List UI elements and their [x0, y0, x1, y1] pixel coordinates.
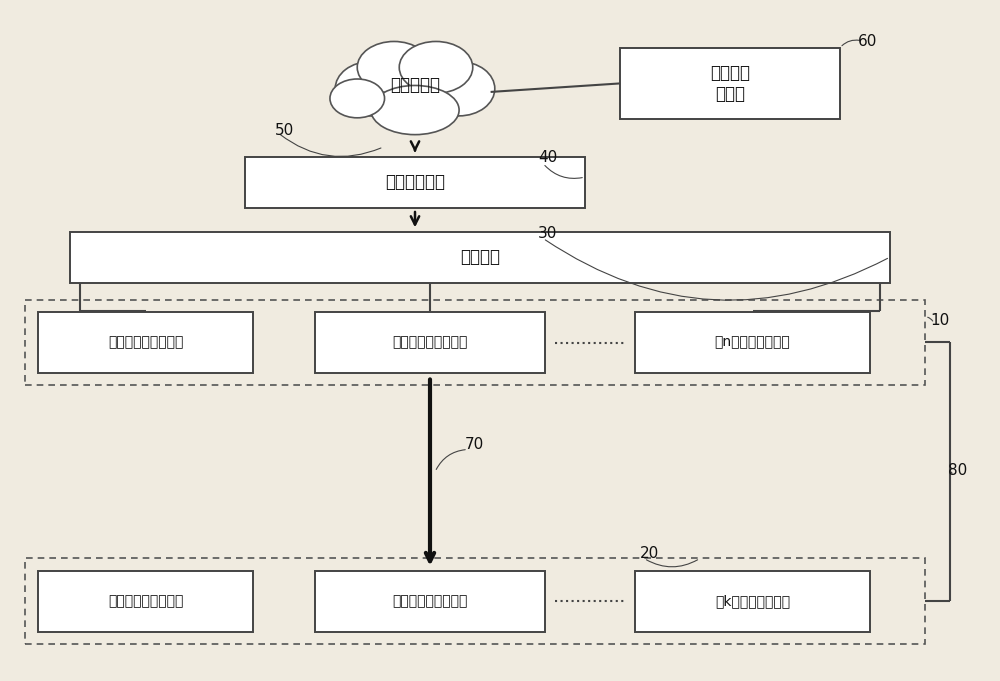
Text: 80: 80 — [948, 463, 967, 478]
Text: 第二无线电力接收器: 第二无线电力接收器 — [392, 595, 468, 608]
Text: 因特网网络: 因特网网络 — [390, 76, 440, 94]
Text: 50: 50 — [275, 123, 294, 138]
Text: 主干网络: 主干网络 — [460, 248, 500, 266]
Text: 第一无线电力接收器: 第一无线电力接收器 — [108, 595, 183, 608]
Text: 外部接入网关: 外部接入网关 — [385, 173, 445, 191]
FancyBboxPatch shape — [315, 312, 545, 373]
Ellipse shape — [335, 61, 407, 116]
Text: 第k无线电力接收器: 第k无线电力接收器 — [715, 595, 790, 608]
FancyBboxPatch shape — [38, 312, 253, 373]
Text: 30: 30 — [538, 226, 557, 241]
Text: 40: 40 — [538, 150, 557, 165]
Ellipse shape — [330, 79, 385, 118]
FancyBboxPatch shape — [635, 571, 870, 632]
FancyBboxPatch shape — [635, 312, 870, 373]
FancyBboxPatch shape — [245, 157, 585, 208]
Ellipse shape — [371, 85, 459, 135]
Text: 第n无线电力发射器: 第n无线电力发射器 — [715, 336, 790, 349]
Ellipse shape — [423, 61, 495, 116]
Text: 电源管理
服务器: 电源管理 服务器 — [710, 64, 750, 103]
Ellipse shape — [357, 42, 431, 93]
Text: 第一无线电力发射器: 第一无线电力发射器 — [108, 336, 183, 349]
Text: 20: 20 — [640, 546, 659, 561]
Text: 70: 70 — [465, 437, 484, 452]
FancyBboxPatch shape — [620, 48, 840, 119]
Ellipse shape — [399, 42, 473, 93]
FancyBboxPatch shape — [70, 232, 890, 283]
FancyBboxPatch shape — [315, 571, 545, 632]
Text: 第二无线电力发射器: 第二无线电力发射器 — [392, 336, 468, 349]
Ellipse shape — [360, 53, 470, 131]
Text: 60: 60 — [858, 34, 877, 49]
Text: 10: 10 — [930, 313, 949, 328]
FancyBboxPatch shape — [38, 571, 253, 632]
